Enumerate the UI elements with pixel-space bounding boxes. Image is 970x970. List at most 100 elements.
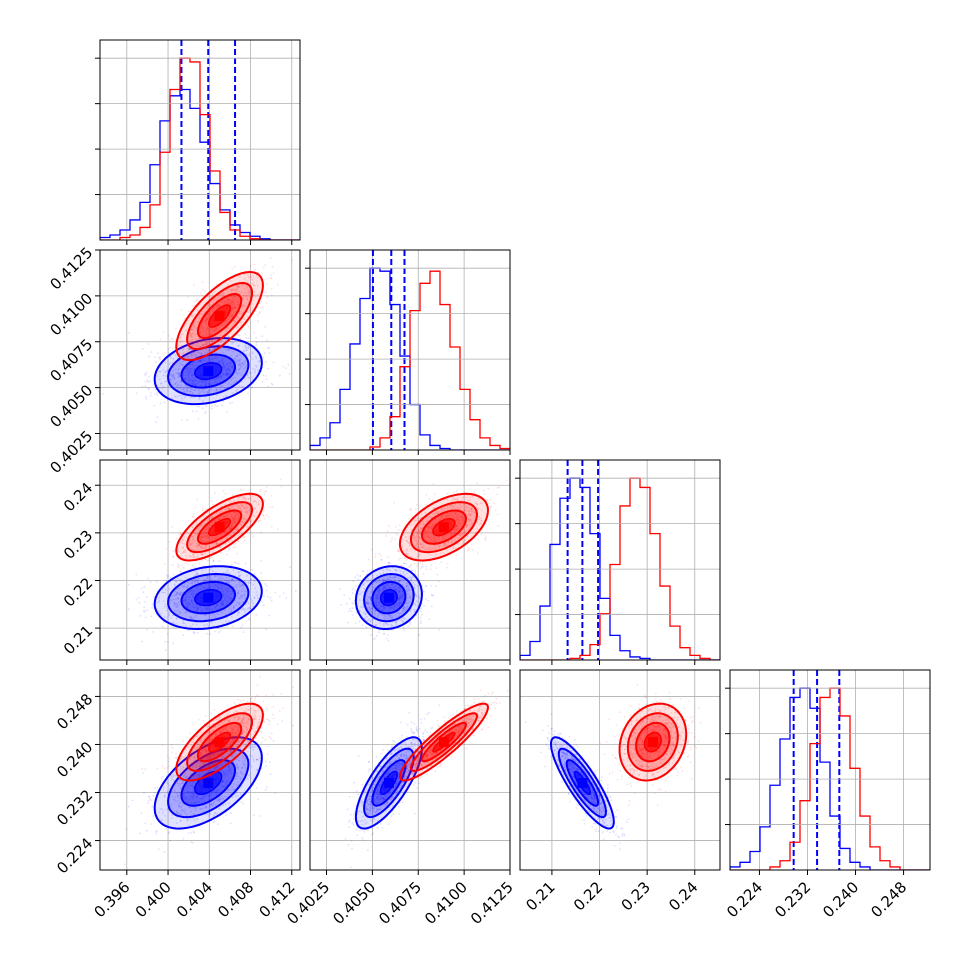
sample-point (238, 385, 241, 387)
sample-point (217, 535, 219, 538)
sample-point (261, 380, 264, 383)
sample-point (191, 516, 194, 518)
sample-point (215, 376, 218, 379)
sample-point (469, 514, 472, 516)
sample-point (391, 616, 394, 619)
y-tick-label: 0.4025 (47, 427, 97, 477)
sample-point (399, 597, 402, 599)
sample-point (416, 531, 419, 534)
sample-point (394, 588, 397, 591)
sample-point (415, 534, 418, 537)
sample-point (169, 576, 172, 579)
sample-point (247, 582, 250, 585)
sample-point (402, 609, 405, 612)
sample-point (239, 507, 242, 510)
sample-point (241, 624, 244, 627)
sample-point (369, 608, 371, 611)
sample-point (190, 581, 193, 584)
sample-point (383, 609, 385, 611)
sample-point (187, 601, 189, 604)
sample-point (216, 542, 219, 544)
sample-point (391, 624, 394, 627)
sample-point (173, 550, 176, 552)
sample-point (202, 330, 205, 333)
sample-point (208, 357, 210, 359)
sample-point (193, 621, 196, 624)
sample-point (195, 410, 198, 413)
sample-point (204, 342, 207, 345)
sample-point (228, 526, 231, 529)
sample-point (206, 577, 208, 580)
sample-point (376, 595, 379, 598)
sample-point (148, 375, 150, 378)
sample-point (423, 604, 425, 607)
sample-point (226, 595, 229, 597)
sample-point (403, 606, 406, 609)
sample-point (222, 602, 225, 604)
sample-point (254, 268, 257, 271)
sample-point (187, 367, 190, 369)
sample-point (211, 582, 214, 585)
sample-point (407, 601, 410, 604)
sample-point (426, 530, 428, 533)
sample-point (149, 581, 152, 584)
sample-point (471, 522, 473, 525)
sample-point (190, 387, 193, 390)
sample-point (168, 611, 171, 614)
sample-point (178, 550, 180, 552)
sample-point (215, 327, 217, 329)
sample-point (211, 309, 214, 312)
sample-point (172, 573, 175, 576)
sample-point (212, 503, 214, 506)
sample-point (199, 546, 202, 549)
sample-point (414, 570, 416, 573)
sample-point (388, 586, 391, 589)
sample-point (217, 518, 220, 521)
sample-point (196, 382, 199, 385)
sample-point (234, 545, 237, 548)
sample-point (189, 367, 192, 369)
sample-point (216, 356, 219, 359)
sample-point (187, 366, 189, 369)
sample-point (233, 321, 236, 323)
sample-point (436, 573, 439, 576)
sample-point (159, 612, 162, 615)
sample-point (203, 587, 206, 589)
sample-point (367, 580, 370, 582)
sample-point (217, 587, 220, 590)
sample-point (235, 390, 238, 392)
sample-point (225, 604, 228, 606)
sample-point (192, 513, 195, 515)
sample-point (227, 301, 230, 304)
sample-point (209, 587, 211, 589)
sample-point (363, 611, 365, 614)
sample-point (229, 512, 232, 515)
sample-point (215, 345, 218, 348)
sample-point (235, 380, 238, 383)
sample-point (365, 613, 367, 616)
sample-point (246, 526, 249, 529)
sample-point (248, 510, 251, 513)
sample-point (395, 569, 398, 572)
sample-point (394, 538, 396, 540)
sample-point (253, 596, 256, 599)
sample-point (359, 593, 362, 595)
sample-point (199, 331, 202, 334)
sample-point (244, 497, 246, 500)
sample-point (234, 288, 236, 290)
sample-point (184, 612, 187, 614)
sample-point (191, 376, 193, 379)
sample-point (186, 536, 188, 539)
sample-point (227, 548, 230, 551)
sample-point (397, 587, 400, 590)
sample-point (196, 527, 199, 530)
sample-point (204, 535, 207, 538)
sample-point (187, 375, 190, 378)
sample-point (189, 387, 192, 389)
sample-point (190, 616, 193, 619)
sample-point (461, 513, 464, 516)
sample-point (240, 291, 243, 293)
sample-point (216, 604, 219, 607)
sample-point (399, 557, 401, 560)
sample-point (233, 359, 236, 362)
